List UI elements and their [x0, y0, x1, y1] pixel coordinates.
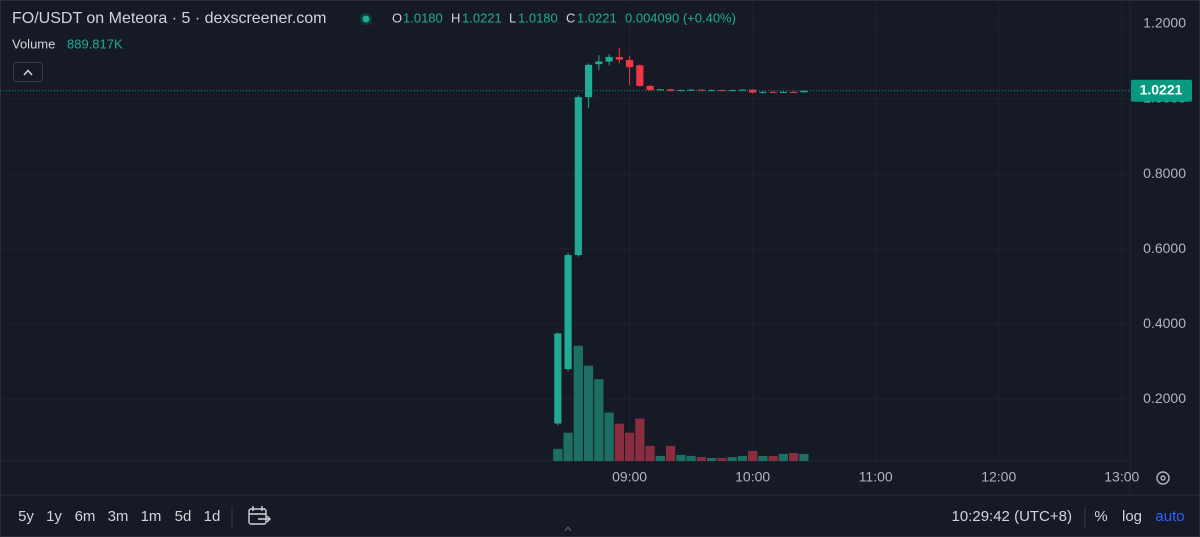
candle-body [738, 89, 746, 91]
ohlc-value: 1.0180 [403, 10, 443, 25]
range-button[interactable]: 3m [108, 508, 129, 525]
range-button[interactable]: 1m [141, 508, 162, 525]
x-tick-label: 10:00 [735, 469, 770, 485]
clock[interactable]: 10:29:42 (UTC+8) [952, 508, 1072, 525]
y-tick-label: 0.6000 [1143, 240, 1186, 256]
x-tick-label: 11:00 [859, 469, 893, 485]
candle-body [677, 90, 685, 92]
range-button[interactable]: 5d [175, 508, 192, 525]
change: 0.004090 (+0.40%) [625, 10, 736, 25]
range-button[interactable]: 5y [18, 508, 34, 525]
last-price-label: 1.0221 [1140, 81, 1183, 97]
candle-body [800, 90, 808, 93]
date-range-button[interactable] [248, 506, 271, 525]
settings-button[interactable] [1156, 471, 1170, 485]
candle-body [656, 89, 664, 91]
volume-bar [604, 412, 614, 461]
candle-body [554, 333, 562, 424]
x-tick-label: 13:00 [1104, 469, 1139, 485]
gear-icon [1156, 471, 1170, 485]
ohlc-key: O [392, 10, 402, 25]
candle-body [718, 90, 726, 92]
candle-body [759, 91, 767, 93]
candle-body [564, 255, 572, 370]
gear-icon [1160, 475, 1166, 481]
candle-body [615, 57, 623, 60]
volume-bar [778, 453, 789, 461]
candle-body [667, 89, 675, 91]
ohlc-key: H [451, 10, 460, 25]
volume-bar [696, 457, 706, 461]
range-button[interactable]: 1d [204, 508, 221, 525]
candle-body [626, 60, 634, 68]
volume-bar [707, 457, 717, 461]
volume-value: 889.817K [67, 36, 123, 51]
last-price-box [1131, 79, 1192, 102]
volume-bar [594, 379, 604, 461]
auto-toggle[interactable]: auto [1155, 508, 1184, 525]
percent-toggle[interactable]: % [1094, 508, 1107, 525]
candle-body [574, 97, 582, 256]
log-toggle[interactable]: log [1122, 508, 1142, 525]
volume-bar [686, 455, 696, 461]
candle-body [790, 91, 798, 93]
volume-bar [553, 448, 563, 461]
ohlc-key: C [566, 10, 575, 25]
x-tick-label: 12:00 [981, 469, 1016, 485]
ohlc-value: 1.0180 [518, 10, 558, 25]
ohlc-key: L [509, 10, 516, 25]
candle-body [595, 61, 603, 65]
y-tick-label: 0.8000 [1143, 165, 1186, 181]
volume-bar [768, 455, 778, 461]
chart-title: FO/USDT on Meteora · 5 · dexscreener.com [12, 10, 326, 27]
calendar-icon [258, 515, 271, 523]
candle-body [749, 89, 757, 93]
marks [0, 48, 1130, 461]
y-tick-label: 0.4000 [1143, 315, 1186, 331]
x-tick-label: 09:00 [612, 469, 647, 485]
candle-body [769, 91, 777, 93]
candle-body [646, 85, 654, 91]
candle-body [779, 91, 788, 93]
ohlc-value: 1.0221 [462, 10, 502, 25]
volume-bar [655, 455, 665, 461]
volume-bar [717, 457, 727, 461]
volume-bar [573, 345, 583, 461]
status-dot [362, 15, 370, 23]
candle-body [687, 89, 695, 91]
range-button[interactable]: 1y [46, 508, 62, 525]
volume-bar [799, 453, 809, 461]
volume-bar [676, 454, 686, 461]
ohlc-value: 1.0221 [577, 10, 617, 25]
candle-body [636, 65, 644, 86]
volume-bar [748, 450, 758, 461]
volume-bar [635, 418, 645, 461]
volume-bar [583, 365, 594, 461]
volume-bar [614, 423, 624, 461]
range-button[interactable]: 6m [75, 508, 96, 525]
volume-bar [666, 445, 676, 461]
volume-bar [563, 432, 573, 461]
volume-bar [758, 455, 768, 461]
volume-bar [624, 432, 635, 461]
handle-icon [564, 526, 572, 532]
candle-body [605, 57, 613, 62]
y-tick-label: 1.2000 [1143, 15, 1186, 31]
volume-bar [737, 455, 748, 461]
chevron-icon [23, 69, 33, 76]
volume-bar [789, 453, 799, 461]
volume-bar [645, 445, 655, 461]
toolbar: 10:29:42 (UTC+8) % log auto 5y 1y 6m 3m 1m 5d… [18, 506, 1185, 532]
candle-body [584, 64, 593, 98]
collapse-button[interactable] [13, 62, 43, 82]
calendar-icon [248, 508, 267, 525]
volume-bar [727, 457, 737, 461]
volume-key: Volume [12, 36, 55, 51]
candle-body [697, 89, 705, 91]
y-tick-label: 0.2000 [1143, 390, 1186, 406]
